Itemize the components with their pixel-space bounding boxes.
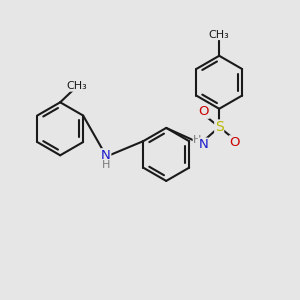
Text: N: N [101,149,111,162]
Text: N: N [198,138,208,151]
Text: S: S [215,120,224,134]
Text: CH₃: CH₃ [209,30,230,40]
Text: O: O [229,136,240,149]
Text: H: H [193,135,202,145]
Text: O: O [199,105,209,118]
Text: H: H [102,160,110,170]
Text: CH₃: CH₃ [66,81,87,91]
